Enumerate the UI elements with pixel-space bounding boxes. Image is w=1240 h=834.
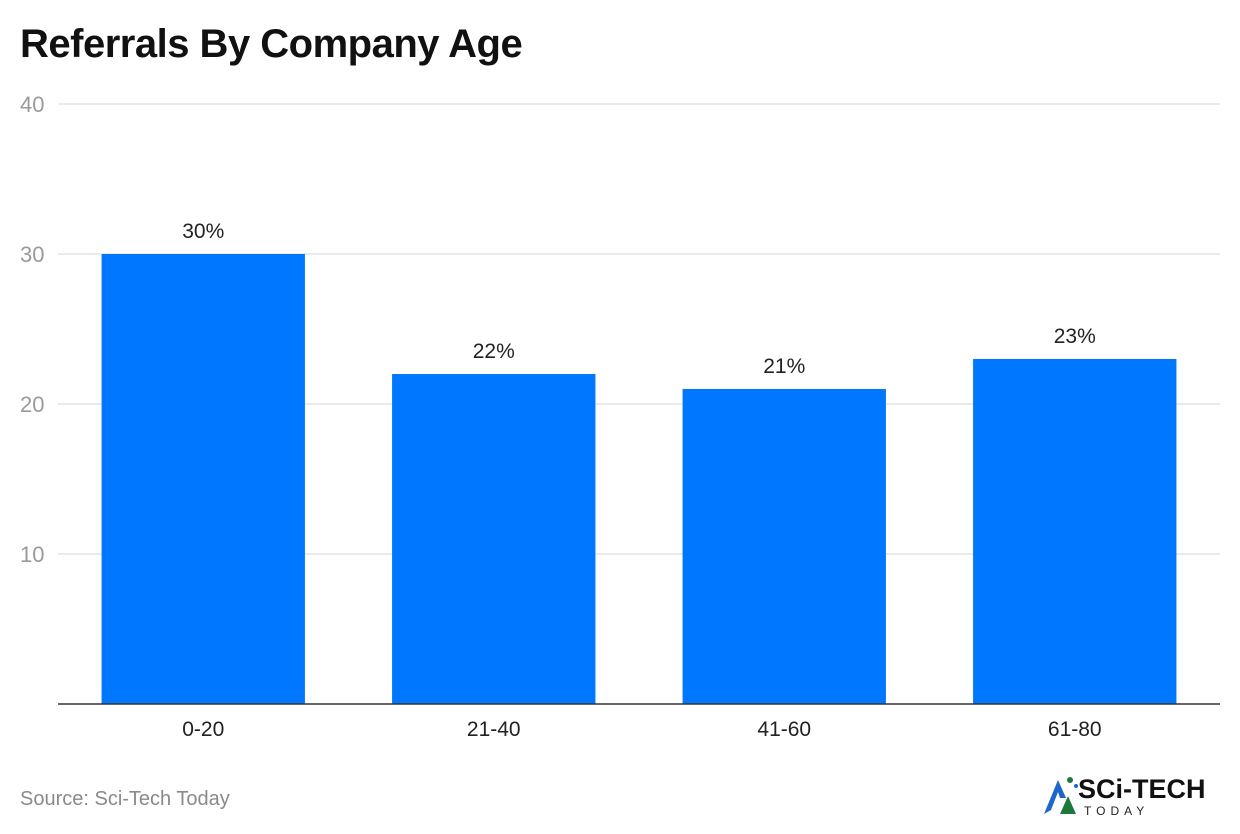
data-label: 22% [473,340,515,363]
x-tick-label: 41-60 [757,718,811,741]
x-axis-ticks: 0-20 21-40 41-60 61-80 [182,718,1101,741]
data-label: 21% [763,355,805,378]
source-note: Source: Sci-Tech Today [20,788,230,810]
data-labels: 30% 22% 21% 23% [182,220,1096,378]
logo-text: SCi-TECH [1078,774,1206,804]
bar-0-20 [101,254,305,704]
bar-61-80 [973,359,1177,704]
data-label: 23% [1054,325,1096,348]
y-tick-label: 20 [20,392,44,417]
logo-mark-icon [1044,777,1078,814]
x-tick-label: 61-80 [1048,718,1102,741]
y-tick-label: 30 [20,242,44,267]
y-axis-ticks: 10 20 30 40 [20,92,44,567]
x-tick-label: 0-20 [182,718,224,741]
bars [101,254,1177,704]
bar-41-60 [682,389,886,704]
logo-subtext: TODAY [1084,804,1150,818]
data-label: 30% [182,220,224,243]
sci-tech-today-logo: SCi-TECH TODAY [1040,770,1230,826]
x-tick-label: 21-40 [467,718,521,741]
chart-title: Referrals By Company Age [20,22,523,66]
bar-chart: 10 20 30 40 30% 22% 21% 23% 0-20 21-40 41-60 61-8… [20,92,1220,741]
y-tick-label: 40 [20,92,44,117]
bar-21-40 [392,374,596,704]
y-tick-label: 10 [20,542,44,567]
